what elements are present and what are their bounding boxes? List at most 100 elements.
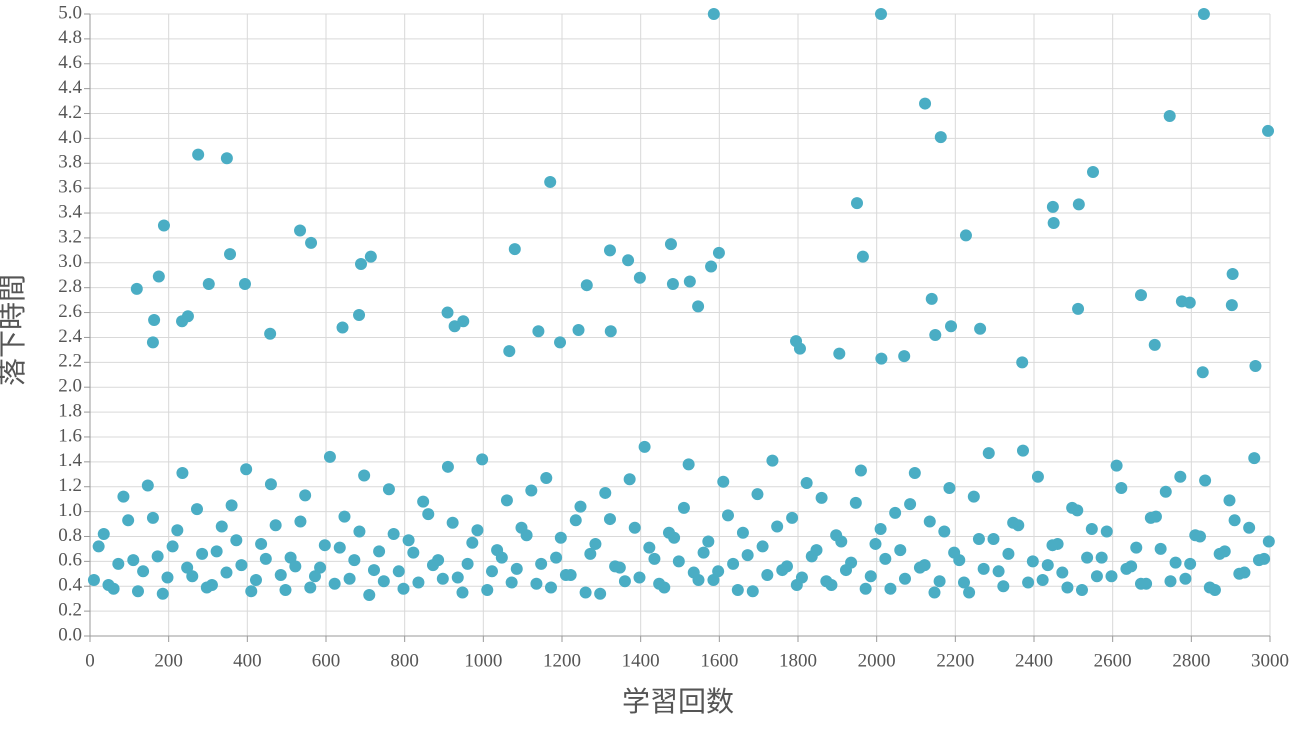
point (628, 521, 641, 534)
point (304, 581, 317, 594)
y-tick-label: 4.4 (58, 77, 82, 98)
point (564, 569, 577, 582)
point (1134, 289, 1147, 302)
point (705, 260, 718, 273)
point (959, 229, 972, 242)
point (157, 219, 170, 232)
point (200, 581, 213, 594)
point (622, 254, 635, 267)
x-tick-label: 400 (233, 650, 262, 671)
point (367, 564, 380, 577)
point (997, 580, 1010, 593)
y-tick-label: 4.8 (58, 27, 82, 48)
point (1026, 555, 1039, 568)
point (1159, 485, 1172, 498)
point (481, 583, 494, 596)
point (554, 336, 567, 349)
x-tick-label: 1000 (464, 650, 502, 671)
point (572, 323, 585, 336)
point (294, 515, 307, 528)
point (589, 537, 602, 550)
point (859, 582, 872, 595)
point (967, 490, 980, 503)
y-tick-label: 1.2 (58, 475, 82, 496)
point (662, 526, 675, 539)
point (1203, 581, 1216, 594)
y-tick-label: 2.4 (58, 326, 82, 347)
x-tick-label: 2200 (936, 650, 974, 671)
point (451, 571, 464, 584)
point (613, 561, 626, 574)
point (1130, 541, 1143, 554)
point (638, 440, 651, 453)
point (240, 463, 253, 476)
point (1233, 567, 1246, 580)
point (1105, 570, 1118, 583)
point (790, 578, 803, 591)
x-tick-label: 2600 (1094, 650, 1132, 671)
y-tick-label: 2.6 (58, 301, 82, 322)
point (923, 515, 936, 528)
point (712, 565, 725, 578)
point (289, 560, 302, 573)
point (1154, 542, 1167, 555)
point (731, 583, 744, 596)
point (156, 587, 169, 600)
point (1061, 581, 1074, 594)
point (943, 481, 956, 494)
point (736, 526, 749, 539)
point (510, 562, 523, 575)
y-tick-label: 0.8 (58, 525, 82, 546)
point (503, 345, 516, 358)
point (800, 476, 813, 489)
point (1262, 124, 1275, 137)
point (830, 529, 843, 542)
point (146, 336, 159, 349)
y-tick-label: 0.0 (58, 624, 82, 645)
point (1085, 523, 1098, 536)
point (919, 97, 932, 110)
point (550, 551, 563, 564)
point (992, 565, 1005, 578)
point (839, 564, 852, 577)
point (889, 506, 902, 519)
point (972, 532, 985, 545)
point (875, 352, 888, 365)
point (908, 467, 921, 480)
y-tick-label: 3.4 (58, 201, 82, 222)
point (269, 519, 282, 532)
x-tick-label: 200 (154, 650, 183, 671)
point (1174, 470, 1187, 483)
point (741, 549, 754, 562)
point (525, 484, 538, 497)
point (192, 148, 205, 161)
point (623, 473, 636, 486)
point (554, 531, 567, 544)
point (856, 250, 869, 263)
point (864, 570, 877, 583)
point (422, 508, 435, 521)
point (1199, 474, 1212, 487)
point (780, 560, 793, 573)
point (1148, 338, 1161, 351)
point (594, 587, 607, 600)
point (508, 243, 521, 256)
point (633, 271, 646, 284)
point (353, 309, 366, 322)
point (1100, 525, 1113, 538)
point (633, 571, 646, 584)
point (928, 586, 941, 599)
point (1016, 444, 1029, 457)
point (255, 537, 268, 550)
point (1046, 200, 1059, 213)
point (934, 131, 947, 144)
point (756, 540, 769, 553)
point (666, 277, 679, 290)
point (815, 491, 828, 504)
point (476, 453, 489, 466)
point (532, 325, 545, 338)
point (653, 577, 666, 590)
point (987, 532, 1000, 545)
point (898, 572, 911, 585)
point (92, 540, 105, 553)
